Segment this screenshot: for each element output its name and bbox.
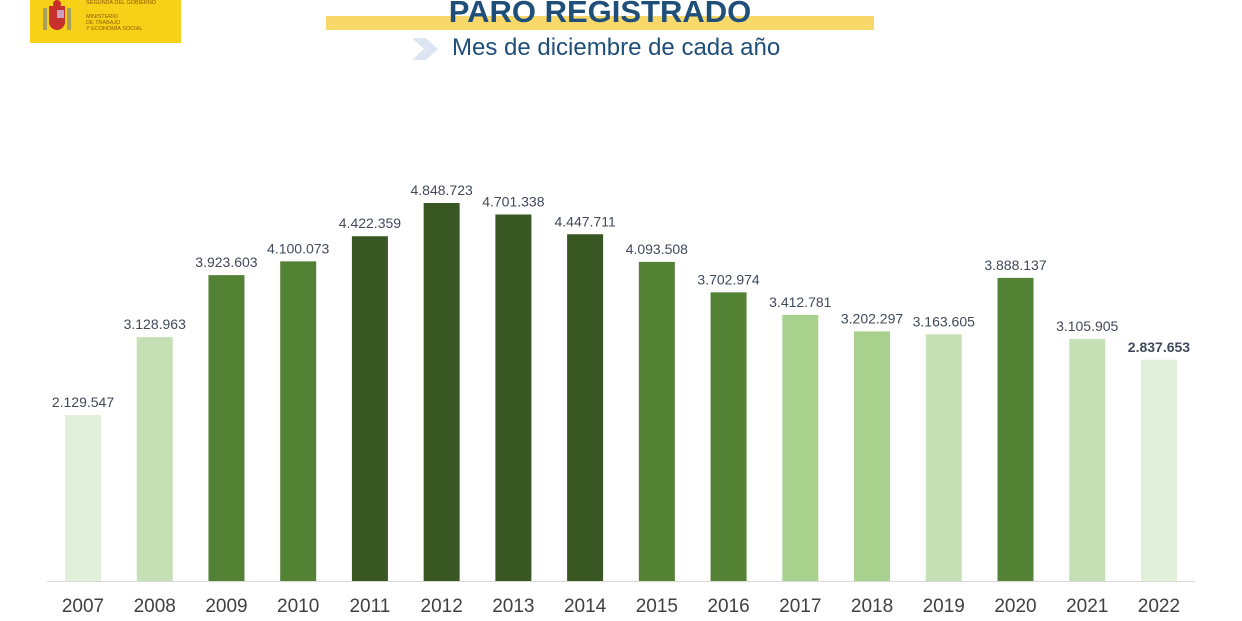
bar-2007 <box>65 414 101 581</box>
x-tick-label: 2022 <box>1138 596 1180 617</box>
bar-2008 <box>136 337 173 581</box>
x-tick-label: 2007 <box>62 596 104 617</box>
bar-2012 <box>423 203 460 581</box>
bar-2016 <box>710 292 747 581</box>
x-tick-label: 2021 <box>1066 596 1108 617</box>
data-label: 4.447.711 <box>554 213 615 229</box>
logo-text-ministry: MINISTERIO DE TRABAJO Y ECONOMÍA SOCIAL <box>86 14 143 32</box>
logo-text-government: SEGUNDA DEL GOBIERNO <box>86 0 157 6</box>
title-band <box>326 16 874 30</box>
ministry-logo: SEGUNDA DEL GOBIERNO MINISTERIO DE TRABA… <box>30 0 181 43</box>
data-label: 4.701.338 <box>482 193 544 209</box>
bar-2015 <box>638 261 675 581</box>
x-tick-label: 2010 <box>277 596 319 617</box>
x-tick-label: 2015 <box>636 596 678 617</box>
data-label: 4.848.723 <box>411 182 473 198</box>
page-title: PARO REGISTRADO <box>448 0 752 29</box>
bar-2017 <box>782 314 819 581</box>
bar-2013 <box>495 214 532 582</box>
data-label: 3.702.974 <box>697 271 759 287</box>
x-tick-label: 2013 <box>492 596 534 617</box>
x-tick-label: 2011 <box>349 596 390 617</box>
bar-2021 <box>1069 338 1106 581</box>
data-label: 2.837.653 <box>1128 339 1190 355</box>
x-tick-label: 2009 <box>205 596 247 617</box>
x-tick-label: 2014 <box>564 596 607 617</box>
bar-2011 <box>351 236 388 581</box>
data-label: 3.412.781 <box>769 294 831 310</box>
x-tick-label: 2020 <box>994 596 1036 617</box>
coat-of-arms-icon <box>43 0 71 30</box>
data-label: 4.093.508 <box>626 241 688 257</box>
chevron-right-icon <box>412 38 438 60</box>
bar-2020 <box>997 277 1034 581</box>
data-label: 4.422.359 <box>339 215 401 231</box>
bar-2022 <box>1140 359 1177 581</box>
x-tick-label: 2016 <box>707 596 749 617</box>
bar-2019 <box>925 334 962 581</box>
data-label: 3.105.905 <box>1056 318 1118 334</box>
data-label: 3.923.603 <box>195 254 257 270</box>
data-label: 3.202.297 <box>841 310 903 326</box>
page-subtitle: Mes de diciembre de cada año <box>452 34 781 61</box>
bar-2014 <box>567 234 604 581</box>
bar-2009 <box>208 275 245 581</box>
data-label: 4.100.073 <box>267 240 329 256</box>
x-tick-label: 2008 <box>134 596 176 617</box>
bar-2018 <box>854 331 891 581</box>
x-tick-label: 2018 <box>851 596 893 617</box>
data-label: 3.888.137 <box>984 257 1046 273</box>
x-tick-label: 2017 <box>779 596 821 617</box>
bar-2010 <box>280 261 317 581</box>
data-label: 3.163.605 <box>913 313 975 329</box>
data-label: 3.128.963 <box>124 316 186 332</box>
data-label: 2.129.547 <box>52 394 114 410</box>
x-tick-label: 2019 <box>923 596 965 617</box>
x-tick-label: 2012 <box>421 596 463 617</box>
